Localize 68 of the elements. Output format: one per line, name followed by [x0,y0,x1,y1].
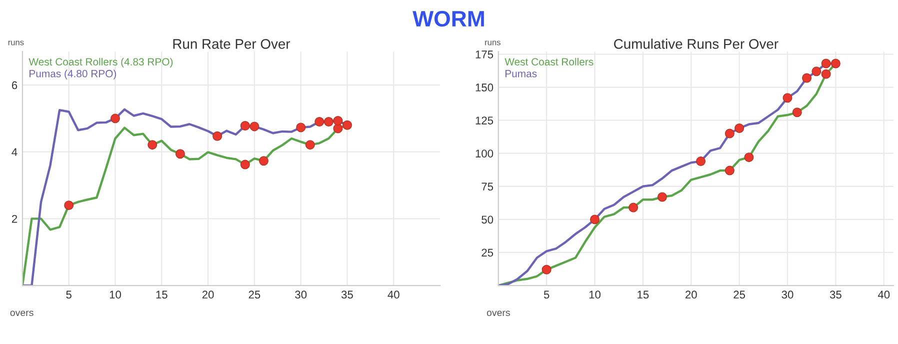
x-tick-label: 25 [248,290,260,299]
chart-title: Cumulative Runs Per Over [614,38,778,49]
text: WORM [412,10,484,27]
point [657,192,667,202]
x-axis-title: overs [10,310,34,316]
point [830,58,840,68]
x-tick-label: 35 [341,290,353,299]
y-tick-label: 75 [482,182,494,191]
y-axis-title: runs [8,40,24,46]
x-tick-label: 40 [388,290,400,299]
point [724,166,734,176]
point [802,73,812,83]
text: West Coast Rollers (4.83 RPO) [28,58,173,68]
point [590,214,600,224]
text: Pumas [505,70,537,78]
point [240,160,250,170]
y-tick-label: 6 [12,81,18,90]
point [744,152,754,162]
x-tick-label: 5 [66,290,72,299]
x-tick-label: 30 [295,290,307,299]
y-tick-label: 50 [482,216,494,224]
point [821,58,831,68]
x-tick-label: 20 [686,290,697,299]
x-tick-label: 25 [734,290,746,299]
point [821,69,831,79]
point [333,116,343,126]
y-tick-label: 2 [12,214,18,223]
point [812,66,822,76]
point [792,108,802,118]
x-tick-label: 15 [156,290,168,299]
y-tick-label: 125 [476,116,494,124]
x-tick-label: 40 [878,290,890,299]
text: Pumas (4.80 RPO) [30,70,116,80]
x-axis-title: overs [486,310,510,316]
point [212,131,222,141]
point [342,120,352,130]
x-tick-label: 15 [638,290,649,299]
y-axis-title: runs [485,40,500,46]
x-tick-label: 10 [589,290,601,299]
y-tick-label: 150 [476,84,494,92]
x-tick-label: 20 [202,290,214,299]
point [64,200,74,210]
point [305,140,315,150]
point [258,156,268,166]
y-tick-label: 4 [12,148,18,156]
point [696,156,706,166]
point [314,117,324,127]
point [240,121,250,131]
x-tick-label: 35 [830,290,842,299]
point [110,114,120,124]
x-tick-label: 5 [544,290,550,299]
point [250,122,260,132]
point [148,140,158,150]
point [542,264,552,274]
point [782,93,792,103]
point [724,128,734,138]
y-tick-label: 100 [476,150,494,158]
point [296,122,306,132]
point [175,149,185,159]
point [324,117,334,127]
point [628,202,638,212]
x-tick-label: 10 [110,290,121,299]
point [734,124,744,133]
text: West Coast Rollers [504,58,594,66]
y-tick-label: 25 [482,248,494,257]
chart-title: Run Rate Per Over [173,39,290,49]
x-tick-label: 30 [782,290,794,299]
y-tick-label: 175 [476,50,494,58]
